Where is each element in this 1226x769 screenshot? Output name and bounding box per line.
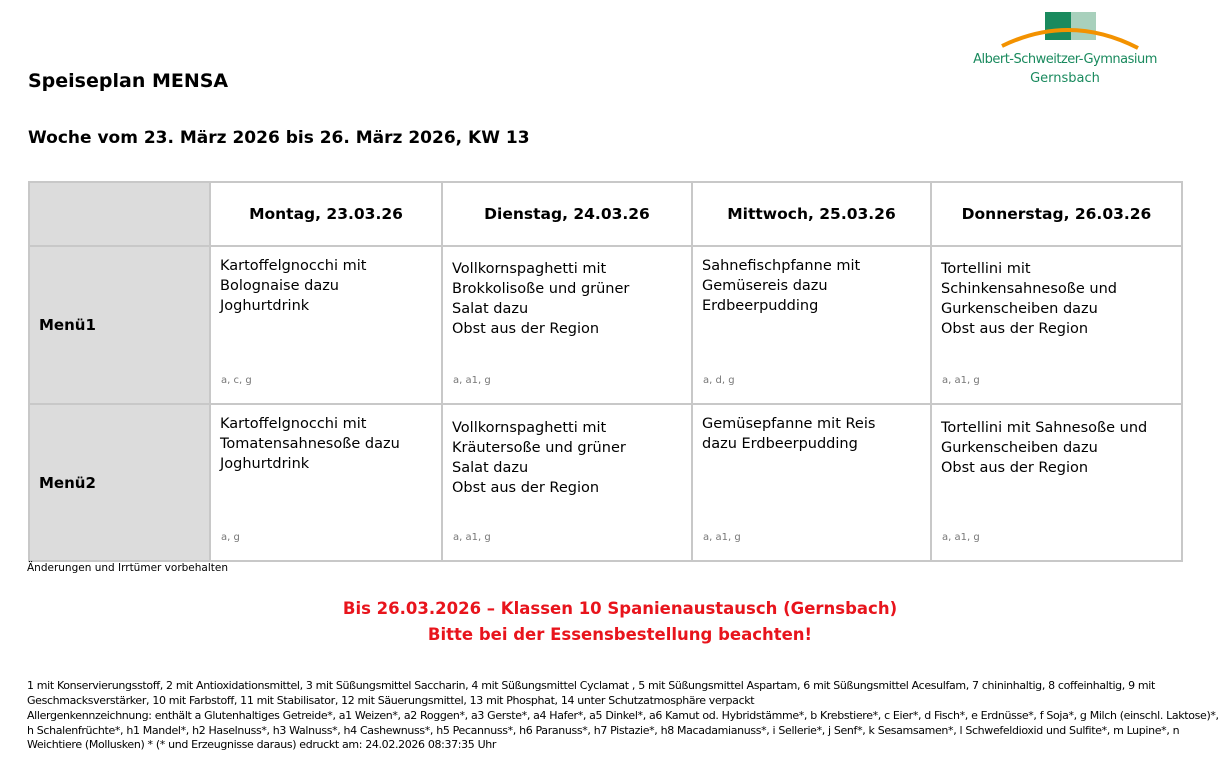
meal-line: Sahnefischpfanne mit (702, 258, 861, 274)
meal-line: Obst aus der Region (941, 460, 1089, 476)
meal-cell: Vollkornspaghetti mit Brokkolisoße und gr… (441, 245, 693, 405)
allergen-codes: a, a1, g (453, 532, 491, 543)
additives-legend: 1 mit Konservierungsstoff, 2 mit Antioxi… (27, 679, 1155, 707)
day-header: Dienstag, 24.03.26 (441, 181, 693, 247)
meal-line: Gurkenscheiben dazu (941, 440, 1098, 456)
allergen-codes: a, g (221, 532, 240, 543)
page-title: Speiseplan MENSA (28, 70, 229, 92)
day-header: Montag, 23.03.26 (209, 181, 443, 247)
meal-cell: Tortellini mit Schinkensahnesoße und Gurke… (930, 245, 1183, 405)
svg-text:Albert-Schweitzer-Gymnasium: Albert-Schweitzer-Gymnasium (973, 52, 1157, 67)
meal-line: Gemüsepfanne mit Reis (702, 416, 876, 432)
menu-row: Menü1 Kartoffelgnocchi mit Bolognaise dazu… (28, 245, 1183, 405)
meal-line: Joghurtdrink (220, 456, 310, 472)
corner-cell (28, 181, 211, 247)
allergen-codes: a, a1, g (942, 375, 980, 386)
meal-line: Kräutersoße und grüner (452, 440, 626, 456)
meal-line: Gemüsereis dazu (702, 278, 828, 294)
meal-cell: Sahnefischpfanne mit Gemüsereis dazu Erdbe… (691, 245, 932, 405)
meal-line: Bolognaise dazu (220, 278, 340, 294)
school-logo: Albert-Schweitzer-Gymnasium Gernsbach (960, 8, 1170, 93)
menu-label: Menü2 (28, 403, 211, 562)
menu-table: Montag, 23.03.26 Dienstag, 24.03.26 Mittwo… (28, 181, 1183, 562)
meal-cell: Kartoffelgnocchi mit Bolognaise dazu Joghu… (209, 245, 443, 405)
allergen-codes: a, d, g (703, 375, 735, 386)
meal-cell: Gemüsepfanne mit Reis dazu Erdbeerpudding… (691, 403, 932, 562)
meal-line: Erdbeerpudding (702, 298, 819, 314)
meal-line: Gurkenscheiben dazu (941, 301, 1098, 317)
allergen-codes: a, a1, g (703, 532, 741, 543)
meal-cell: Tortellini mit Sahnesoße und Gurkenscheib… (930, 403, 1183, 562)
meal-line: Obst aus der Region (941, 321, 1089, 337)
allergen-codes: a, a1, g (942, 532, 980, 543)
meal-line: Joghurtdrink (220, 298, 310, 314)
meal-line: Schinkensahnesoße und (941, 281, 1117, 297)
meal-line: Kartoffelgnocchi mit (220, 416, 367, 432)
header-row: Montag, 23.03.26 Dienstag, 24.03.26 Mittwo… (28, 181, 1183, 247)
menu-label: Menü1 (28, 245, 211, 405)
alert-line-1: Bis 26.03.2026 – Klassen 10 Spanienausta… (342, 599, 898, 618)
meal-cell: Vollkornspaghetti mit Kräutersoße und grü… (441, 403, 693, 562)
week-heading: Woche vom 23. März 2026 bis 26. März 202… (28, 128, 530, 148)
menu-row: Menü2 Kartoffelgnocchi mit Tomatensahnesoß… (28, 403, 1183, 562)
disclaimer: Änderungen und Irrtümer vorbehalten (27, 562, 228, 574)
meal-line: Tortellini mit (941, 261, 1031, 277)
meal-line: Tortellini mit Sahnesoße und (941, 420, 1148, 436)
alert-notice: Bis 26.03.2026 – Klassen 10 Spanienausta… (0, 596, 1226, 648)
meal-line: dazu Erdbeerpudding (702, 436, 858, 452)
allergens-legend: Allergenkennzeichnung: enthält a Glutenh… (27, 709, 1219, 751)
meal-line: Vollkornspaghetti mit (452, 420, 607, 436)
meal-line: Kartoffelgnocchi mit (220, 258, 367, 274)
meal-line: Salat dazu (452, 460, 529, 476)
day-header: Mittwoch, 25.03.26 (691, 181, 932, 247)
alert-line-2: Bitte bei der Essensbestellung beachten! (427, 625, 813, 644)
day-header: Donnerstag, 26.03.26 (930, 181, 1183, 247)
meal-line: Vollkornspaghetti mit (452, 261, 607, 277)
meal-line: Obst aus der Region (452, 480, 600, 496)
svg-text:Gernsbach: Gernsbach (1030, 71, 1100, 86)
meal-cell: Kartoffelgnocchi mit Tomatensahnesoße daz… (209, 403, 443, 562)
allergen-codes: a, c, g (221, 375, 252, 386)
meal-line: Brokkolisoße und grüner (452, 281, 630, 297)
allergen-codes: a, a1, g (453, 375, 491, 386)
meal-line: Salat dazu (452, 301, 529, 317)
meal-line: Tomatensahnesoße dazu (220, 436, 400, 452)
meal-line: Obst aus der Region (452, 321, 600, 337)
